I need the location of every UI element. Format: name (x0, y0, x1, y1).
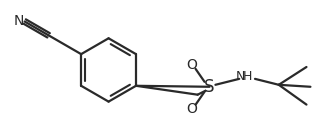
Text: O: O (186, 58, 197, 72)
Text: O: O (186, 102, 197, 116)
Text: H: H (242, 70, 252, 83)
Text: N: N (14, 15, 24, 29)
Text: S: S (204, 78, 215, 96)
Text: N: N (236, 70, 245, 83)
